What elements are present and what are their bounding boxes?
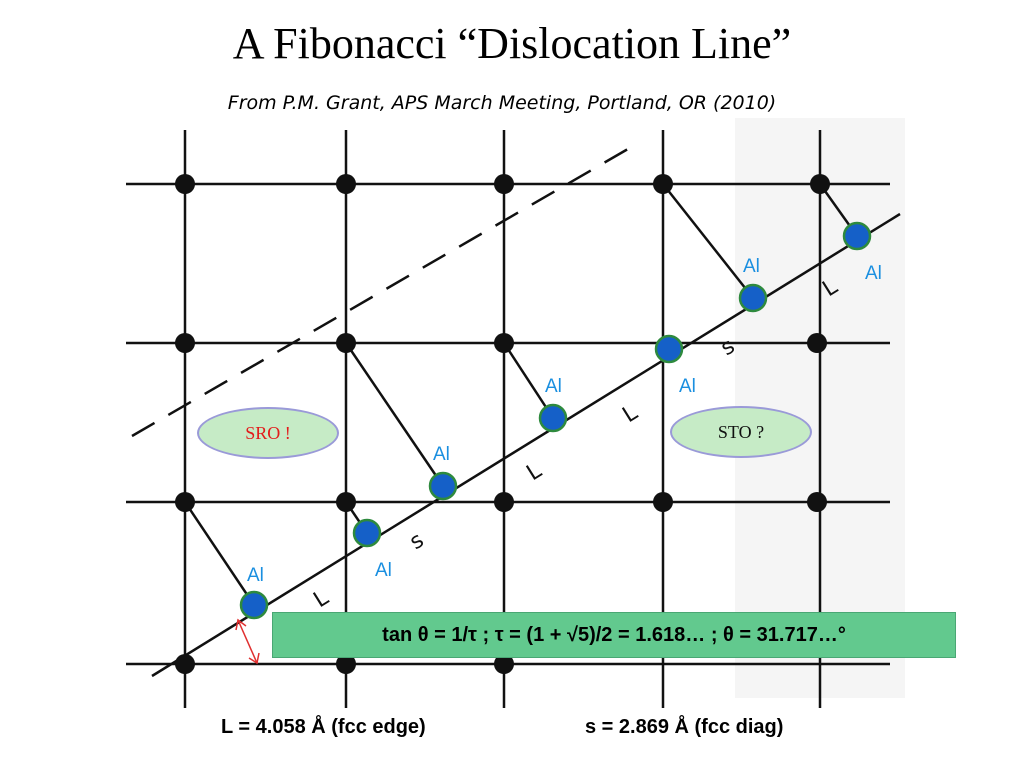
al-label: Al — [545, 376, 562, 397]
segment-short-label: s — [405, 528, 428, 555]
slide-title: A Fibonacci “Dislocation Line” — [232, 19, 792, 68]
offset-arrow-head-top — [235, 618, 247, 631]
formula-box: tan θ = 1/τ ; τ = (1 + √5)/2 = 1.618… ; … — [272, 612, 956, 658]
al-labels: Al Al Al Al Al Al Al — [247, 256, 882, 586]
lattice-site — [175, 492, 195, 512]
bond-line — [502, 342, 555, 419]
al-label: Al — [865, 263, 882, 284]
lattice-site — [810, 174, 830, 194]
segment-long-label: L — [522, 458, 546, 486]
sto-oval: STO ? — [670, 406, 812, 458]
lattice-site — [336, 654, 356, 674]
lattice-site — [336, 492, 356, 512]
slide-subtitle: From P.M. Grant, APS March Meeting, Port… — [227, 92, 777, 114]
lattice-site — [175, 333, 195, 353]
al-atom — [538, 403, 568, 433]
al-label: Al — [743, 256, 760, 277]
al-atom — [239, 590, 269, 620]
al-label: Al — [433, 444, 450, 465]
lattice-site — [653, 492, 673, 512]
offset-arrow-shaft — [237, 619, 258, 664]
l-caption: L = 4.058 Å (fcc edge) — [221, 716, 426, 738]
dashed-reference-line — [131, 140, 641, 438]
segment-long-label: L — [309, 585, 333, 613]
al-atom — [428, 471, 458, 501]
al-label: Al — [375, 560, 392, 581]
lattice-site — [807, 492, 827, 512]
s-caption: s = 2.869 Å (fcc diag) — [585, 716, 784, 738]
sro-label: SRO ! — [245, 422, 291, 443]
al-atoms — [239, 221, 872, 620]
offset-arrow-head-bottom — [248, 652, 260, 665]
lattice-site — [494, 654, 514, 674]
al-label: Al — [247, 565, 264, 586]
offset-arrow — [235, 618, 260, 665]
lattice-site — [175, 654, 195, 674]
bonds — [183, 183, 859, 606]
bond-line — [183, 501, 256, 606]
lattice-site — [494, 333, 514, 353]
lattice-columns — [183, 130, 822, 708]
al-label: Al — [679, 376, 696, 397]
lattice-site — [494, 492, 514, 512]
lattice-sites — [175, 174, 830, 674]
bond-line — [662, 183, 754, 299]
sto-label: STO ? — [717, 421, 765, 442]
lattice-site — [494, 174, 514, 194]
sro-oval: SRO ! — [197, 407, 339, 459]
al-atom — [654, 334, 684, 364]
bond-line — [344, 342, 445, 487]
dislocation-line — [151, 212, 901, 678]
segment-long-label: L — [618, 400, 642, 428]
lattice-site — [807, 333, 827, 353]
formula-text: tan θ = 1/τ ; τ = (1 + √5)/2 = 1.618… ; … — [382, 623, 846, 646]
lattice-site — [175, 174, 195, 194]
lattice-site — [336, 333, 356, 353]
al-atom — [738, 283, 768, 313]
lattice-site — [653, 174, 673, 194]
al-atom — [842, 221, 872, 251]
al-atom — [352, 518, 382, 548]
lattice-site — [336, 174, 356, 194]
